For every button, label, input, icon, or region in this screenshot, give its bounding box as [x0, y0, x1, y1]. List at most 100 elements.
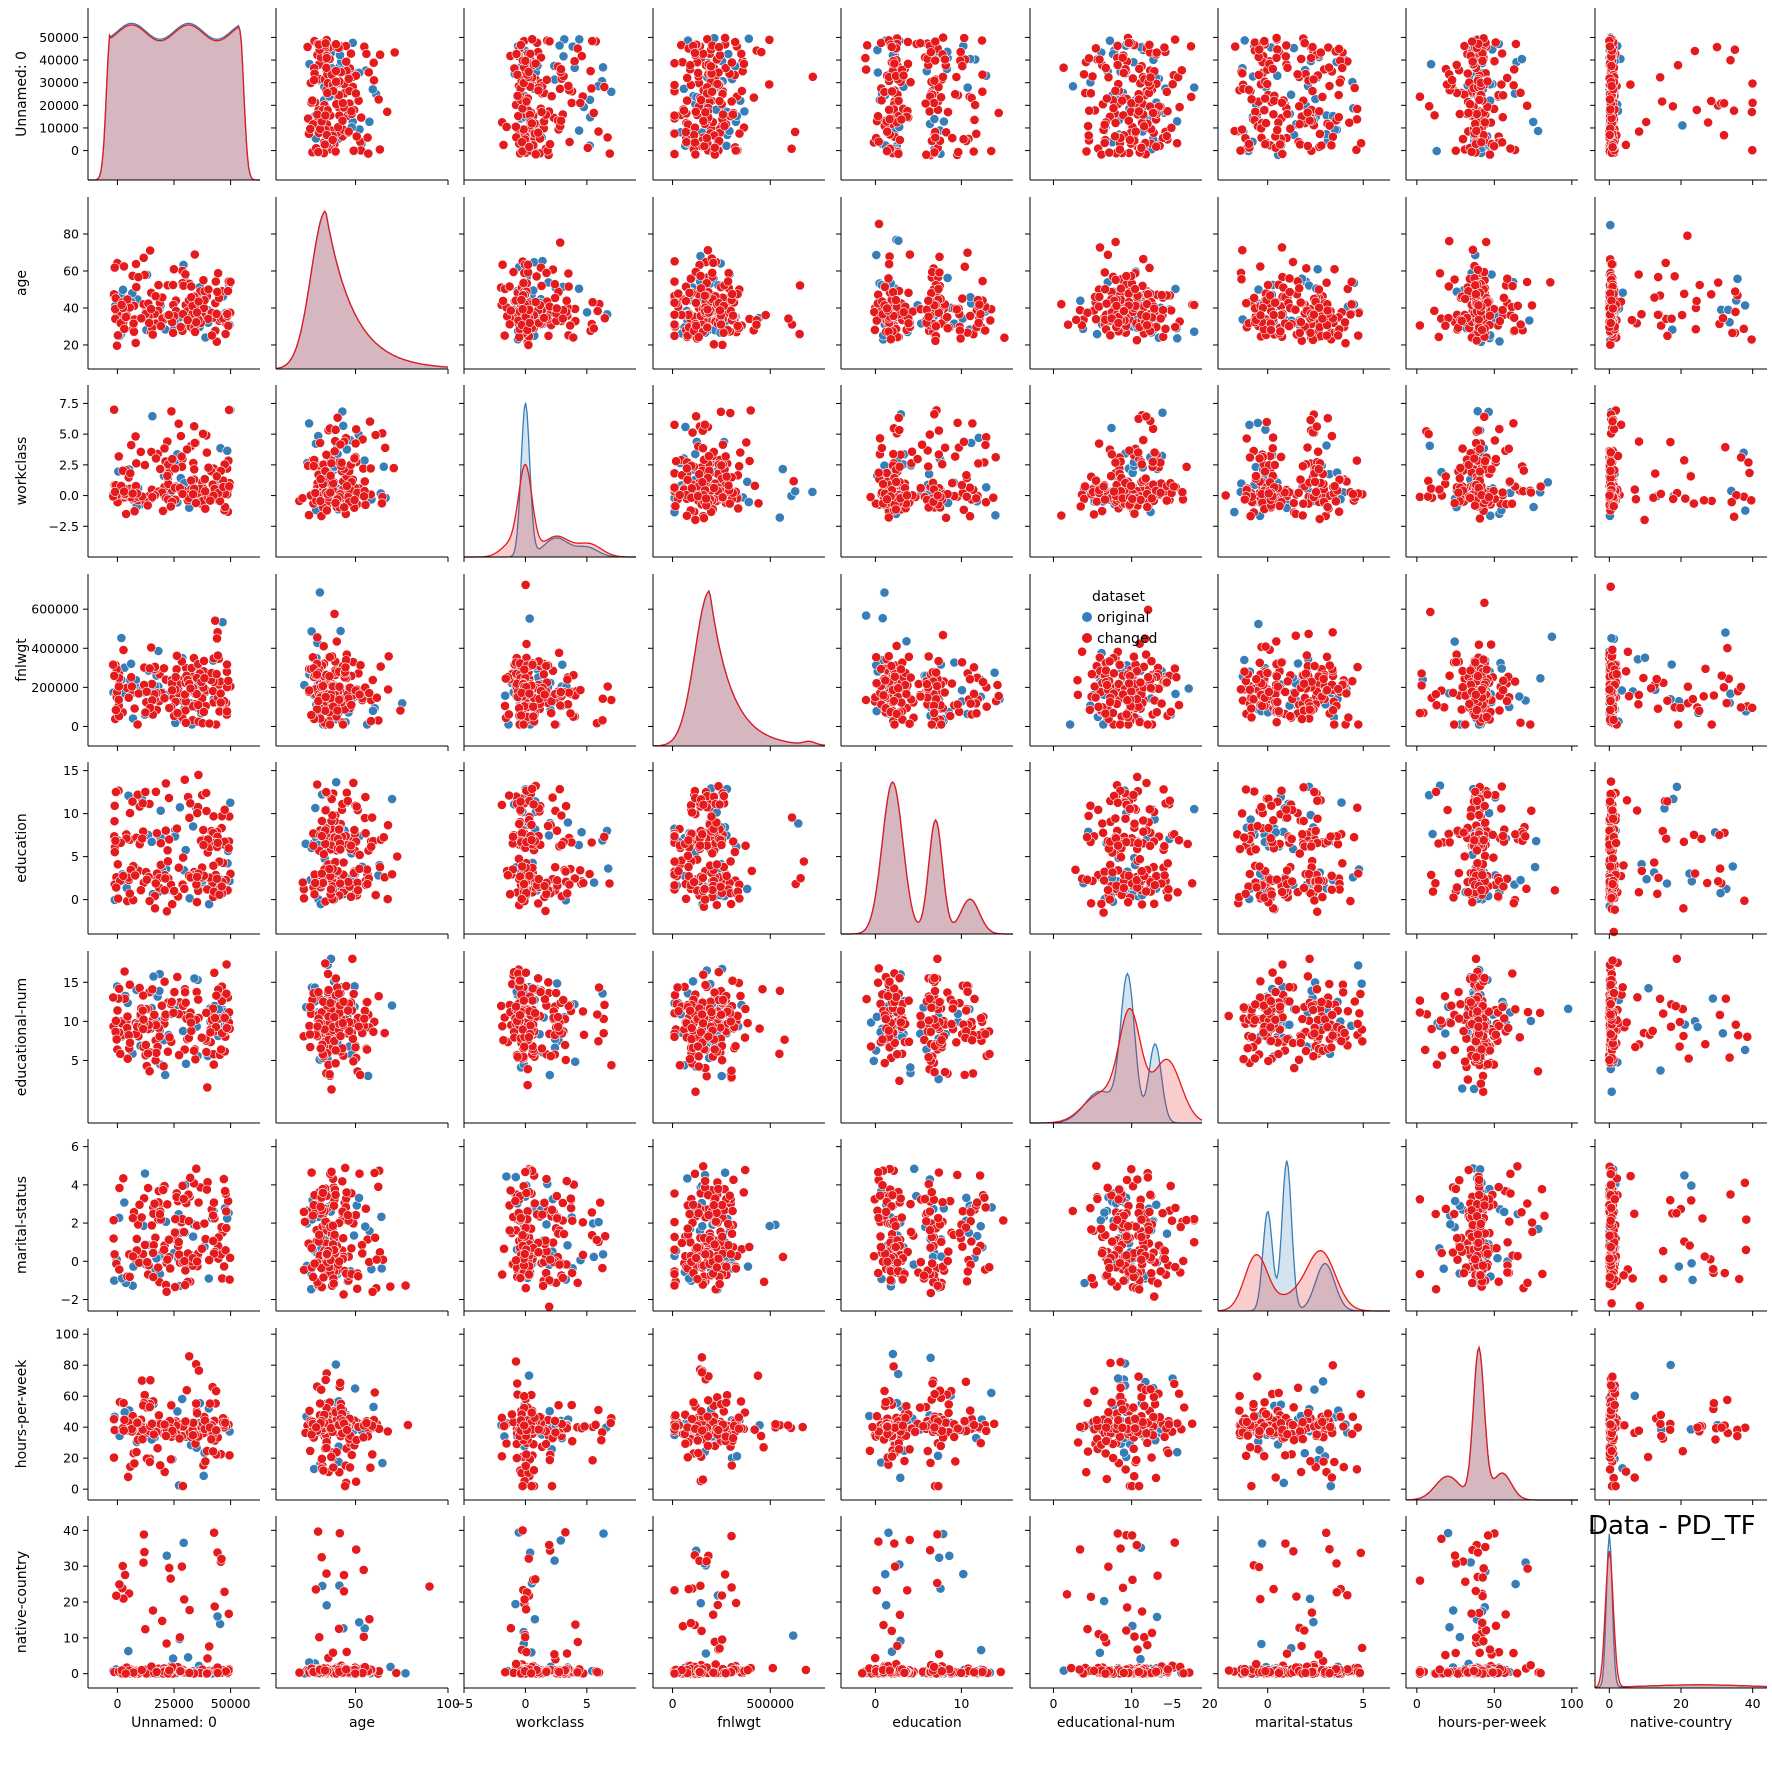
- point-changed: [315, 437, 325, 448]
- point-changed: [876, 95, 887, 106]
- point-changed: [882, 494, 892, 505]
- point-changed: [1324, 120, 1335, 131]
- point-changed: [363, 148, 374, 159]
- point-changed: [993, 108, 1004, 118]
- point-changed: [718, 327, 729, 338]
- point-original: [871, 250, 882, 260]
- point-changed: [1285, 123, 1296, 134]
- point-changed: [1084, 53, 1094, 64]
- kde-fill-changed: [276, 211, 448, 369]
- point-changed: [739, 58, 749, 69]
- point-changed: [669, 128, 680, 139]
- point-changed: [670, 501, 681, 512]
- point-changed: [727, 57, 737, 68]
- point-changed: [669, 482, 680, 493]
- point-changed: [1166, 122, 1177, 133]
- point-changed: [915, 483, 926, 493]
- point-changed: [1313, 446, 1323, 457]
- point-changed: [1099, 119, 1110, 130]
- point-changed: [1246, 94, 1257, 105]
- point-changed: [971, 128, 982, 139]
- point-changed: [129, 326, 139, 337]
- point-changed: [724, 498, 735, 509]
- point-changed: [698, 48, 709, 59]
- point-changed: [1145, 72, 1156, 83]
- point-changed: [903, 318, 914, 329]
- point-changed: [1507, 498, 1517, 509]
- point-changed: [721, 471, 732, 482]
- point-changed: [1477, 325, 1487, 335]
- point-changed: [1307, 86, 1318, 96]
- point-changed: [530, 149, 541, 160]
- point-changed: [1276, 451, 1286, 462]
- point-changed: [1649, 292, 1660, 303]
- point-changed: [312, 109, 323, 120]
- point-changed: [201, 447, 212, 458]
- point-changed: [167, 454, 178, 464]
- panel-unnamed-0-vs-hours-per-week: [1401, 8, 1578, 185]
- point-changed: [725, 408, 736, 418]
- point-changed: [1141, 311, 1152, 322]
- point-original: [378, 461, 389, 472]
- point-changed: [1302, 442, 1313, 453]
- point-changed: [189, 421, 200, 432]
- point-changed: [1087, 71, 1098, 82]
- point-original: [1286, 89, 1296, 100]
- kde-line-original: [88, 22, 260, 181]
- point-changed: [1308, 74, 1319, 85]
- point-changed: [186, 281, 197, 292]
- point-changed: [1075, 501, 1086, 512]
- point-original: [777, 464, 788, 474]
- point-changed: [1679, 455, 1690, 466]
- point-changed: [1726, 497, 1737, 507]
- kde-fill-original: [464, 402, 636, 557]
- point-changed: [1660, 257, 1671, 268]
- point-changed: [587, 36, 598, 46]
- point-changed: [304, 510, 314, 520]
- point-changed: [1161, 495, 1172, 506]
- point-changed: [727, 289, 738, 299]
- point-changed: [1465, 99, 1475, 110]
- point-changed: [794, 329, 805, 339]
- point-changed: [930, 55, 941, 66]
- point-changed: [530, 58, 541, 69]
- panel-workclass-vs-educational-num: [1025, 385, 1202, 562]
- point-changed: [723, 276, 733, 287]
- point-changed: [1186, 41, 1196, 52]
- point-changed: [125, 468, 136, 479]
- point-changed: [1333, 330, 1343, 341]
- point-changed: [1249, 292, 1259, 303]
- point-changed: [733, 503, 744, 514]
- point-changed: [1699, 495, 1709, 506]
- point-changed: [1263, 280, 1273, 290]
- point-changed: [934, 425, 944, 436]
- point-changed: [701, 133, 712, 144]
- point-changed: [1142, 320, 1152, 331]
- point-changed: [1116, 283, 1126, 294]
- point-changed: [112, 340, 122, 351]
- point-original: [1431, 146, 1442, 156]
- point-changed: [1504, 476, 1515, 487]
- point-changed: [1334, 44, 1344, 54]
- point-original: [1157, 407, 1168, 418]
- point-changed: [331, 39, 341, 50]
- point-changed: [1631, 494, 1641, 505]
- point-changed: [203, 284, 214, 295]
- point-changed: [1260, 93, 1270, 104]
- point-changed: [1149, 447, 1160, 458]
- point-changed: [681, 137, 692, 147]
- point-changed: [682, 474, 693, 485]
- point-changed: [1128, 73, 1138, 84]
- point-changed: [587, 297, 598, 308]
- point-changed: [1127, 493, 1138, 504]
- point-changed: [903, 58, 913, 69]
- point-changed: [988, 492, 999, 503]
- point-original: [1321, 440, 1332, 451]
- point-changed: [1489, 141, 1499, 152]
- point-changed: [669, 309, 680, 320]
- point-changed: [127, 488, 138, 499]
- point-changed: [1738, 323, 1749, 334]
- point-changed: [1669, 271, 1680, 282]
- point-original: [364, 116, 375, 127]
- point-changed: [225, 276, 236, 287]
